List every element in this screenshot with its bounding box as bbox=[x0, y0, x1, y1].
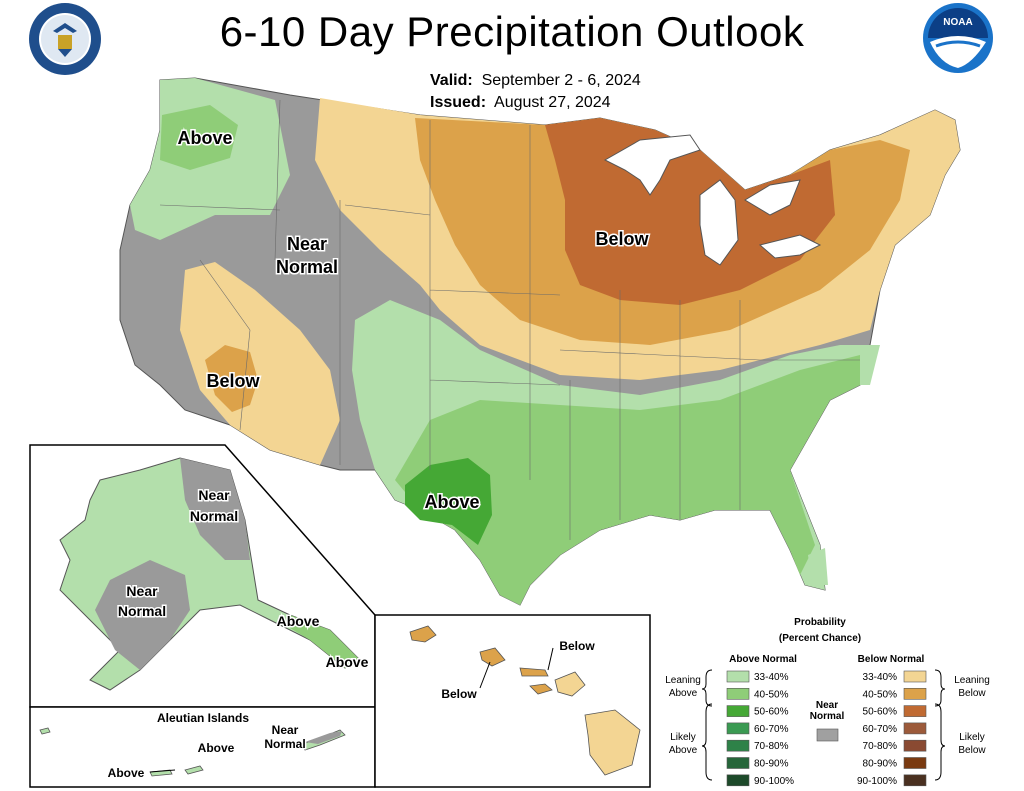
legend-leaning-above-1: Leaning bbox=[665, 675, 701, 686]
label-nw-above: Above bbox=[177, 128, 232, 148]
legend-below-label-1: 40-50% bbox=[863, 689, 898, 700]
legend-below-label-5: 80-90% bbox=[863, 759, 898, 770]
legend-above-label-5: 80-90% bbox=[754, 759, 789, 770]
label-aleutian-above-2: Above bbox=[108, 766, 145, 780]
map-title: 6-10 Day Precipitation Outlook bbox=[219, 8, 805, 55]
sw-below-40-zone bbox=[205, 345, 258, 412]
legend-above-swatch-4 bbox=[726, 739, 750, 752]
label-hi-below-1: Below bbox=[559, 639, 595, 653]
alaska-near-normal-sw bbox=[95, 560, 190, 670]
legend-above-rows: 33-40% 40-50% 50-60% 60-70% 70-80% 80-90% 90-1… bbox=[726, 670, 794, 787]
legend-below-swatch-2 bbox=[903, 705, 927, 717]
label-near-normal-1: Near bbox=[287, 234, 327, 254]
legend-above-label-6: 90-100% bbox=[754, 776, 794, 787]
legend-above-header: Above Normal bbox=[729, 654, 797, 665]
aleutian-leader-line bbox=[149, 769, 176, 773]
aleutian-inset bbox=[29, 706, 376, 788]
legend-below-label-6: 90-100% bbox=[857, 776, 897, 787]
alaska-near-normal-n bbox=[180, 458, 250, 560]
legend-above-swatch-5 bbox=[726, 757, 750, 769]
issued-value: August 27, 2024 bbox=[494, 94, 611, 111]
label-ak-above-2: Above bbox=[326, 654, 369, 670]
legend-above-label-3: 60-70% bbox=[754, 724, 789, 735]
label-ne-below: Below bbox=[595, 229, 649, 249]
legend-title-1: Probability bbox=[794, 617, 846, 628]
legend-above-label-1: 40-50% bbox=[754, 689, 789, 700]
legend-likely-above-2: Above bbox=[669, 745, 698, 756]
legend-above-swatch-1 bbox=[726, 687, 750, 700]
alaska-inset bbox=[29, 444, 376, 708]
noaa-logo-text: NOAA bbox=[943, 17, 972, 28]
issued-line: Issued: August 27, 2024 bbox=[430, 92, 641, 114]
label-ak-near-2a: Near bbox=[126, 583, 158, 599]
legend-above-swatch-2 bbox=[726, 705, 750, 717]
label-aleutian-near-b: Normal bbox=[264, 737, 305, 751]
legend-near-normal-2: Normal bbox=[810, 711, 845, 722]
legend-below-rows: 33-40% 40-50% 50-60% 60-70% 70-80% 80-90% 90-1… bbox=[857, 670, 927, 787]
legend-brace-leaning-below bbox=[934, 669, 946, 707]
legend-above-swatch-3 bbox=[726, 722, 750, 735]
label-aleutian-near-a: Near bbox=[272, 723, 299, 737]
nw-above-40-zone bbox=[160, 105, 238, 170]
issued-label: Issued: bbox=[430, 94, 487, 111]
valid-line: Valid: September 2 - 6, 2024 bbox=[430, 70, 641, 92]
legend: Probability (Percent Chance) Above Norma… bbox=[665, 617, 990, 787]
legend-below-swatch-3 bbox=[903, 722, 927, 735]
date-block: Valid: September 2 - 6, 2024 Issued: Aug… bbox=[430, 70, 641, 114]
label-ak-near-1b: Normal bbox=[190, 508, 238, 524]
label-near-normal-2: Normal bbox=[276, 257, 338, 277]
legend-below-swatch-4 bbox=[903, 739, 927, 752]
commerce-seal-logo bbox=[29, 3, 101, 75]
sw-leaning-below-zone bbox=[180, 262, 340, 465]
legend-above-swatch-6 bbox=[726, 774, 750, 787]
label-ak-above-1: Above bbox=[277, 613, 320, 629]
label-aleutian-above-1: Above bbox=[198, 741, 235, 755]
legend-title-2: (Percent Chance) bbox=[779, 633, 861, 644]
south-above-40-zone bbox=[395, 355, 860, 605]
legend-below-swatch-6 bbox=[903, 774, 927, 787]
legend-leaning-below-2: Below bbox=[958, 688, 986, 699]
label-ak-near-1a: Near bbox=[198, 487, 230, 503]
legend-near-normal-swatch bbox=[816, 728, 839, 742]
alaska-above-40-se bbox=[290, 615, 360, 668]
aleutian-title: Aleutian Islands bbox=[157, 711, 249, 725]
legend-below-swatch-1 bbox=[903, 687, 927, 700]
legend-likely-above-1: Likely bbox=[670, 732, 696, 743]
florida-above-zone bbox=[808, 548, 828, 585]
legend-above-label-0: 33-40% bbox=[754, 672, 789, 683]
legend-below-label-0: 33-40% bbox=[863, 672, 898, 683]
great-lakes bbox=[603, 134, 822, 266]
state-borders bbox=[159, 99, 860, 540]
legend-brace-likely-below bbox=[934, 703, 946, 781]
legend-near-normal-1: Near bbox=[816, 700, 838, 711]
hawaii-inset bbox=[374, 614, 651, 788]
label-ak-near-2b: Normal bbox=[118, 603, 166, 619]
valid-value: September 2 - 6, 2024 bbox=[481, 72, 641, 89]
legend-brace-leaning-above bbox=[701, 669, 713, 707]
legend-leaning-above-2: Above bbox=[669, 688, 698, 699]
legend-above-label-4: 70-80% bbox=[754, 741, 789, 752]
legend-brace-likely-above bbox=[701, 703, 713, 781]
noaa-logo: NOAA bbox=[923, 3, 993, 73]
label-sw-below: Below bbox=[206, 371, 260, 391]
legend-above-label-2: 50-60% bbox=[754, 707, 789, 718]
label-hi-below-2: Below bbox=[441, 687, 477, 701]
legend-below-label-2: 50-60% bbox=[863, 707, 898, 718]
hawaii-leader-line-1 bbox=[547, 647, 554, 671]
legend-below-label-3: 60-70% bbox=[863, 724, 898, 735]
hawaii-leader-line-2 bbox=[479, 661, 491, 689]
legend-leaning-below-1: Leaning bbox=[954, 675, 990, 686]
legend-likely-below-2: Below bbox=[958, 745, 986, 756]
legend-below-header: Below Normal bbox=[858, 654, 925, 665]
tx-above-50-zone bbox=[405, 458, 492, 545]
valid-label: Valid: bbox=[430, 72, 473, 89]
label-tx-above: Above bbox=[424, 492, 479, 512]
legend-below-swatch-0 bbox=[903, 670, 927, 683]
legend-likely-below-1: Likely bbox=[959, 732, 985, 743]
legend-above-swatch-0 bbox=[726, 670, 750, 683]
legend-below-label-4: 70-80% bbox=[863, 741, 898, 752]
legend-below-swatch-5 bbox=[903, 757, 927, 769]
